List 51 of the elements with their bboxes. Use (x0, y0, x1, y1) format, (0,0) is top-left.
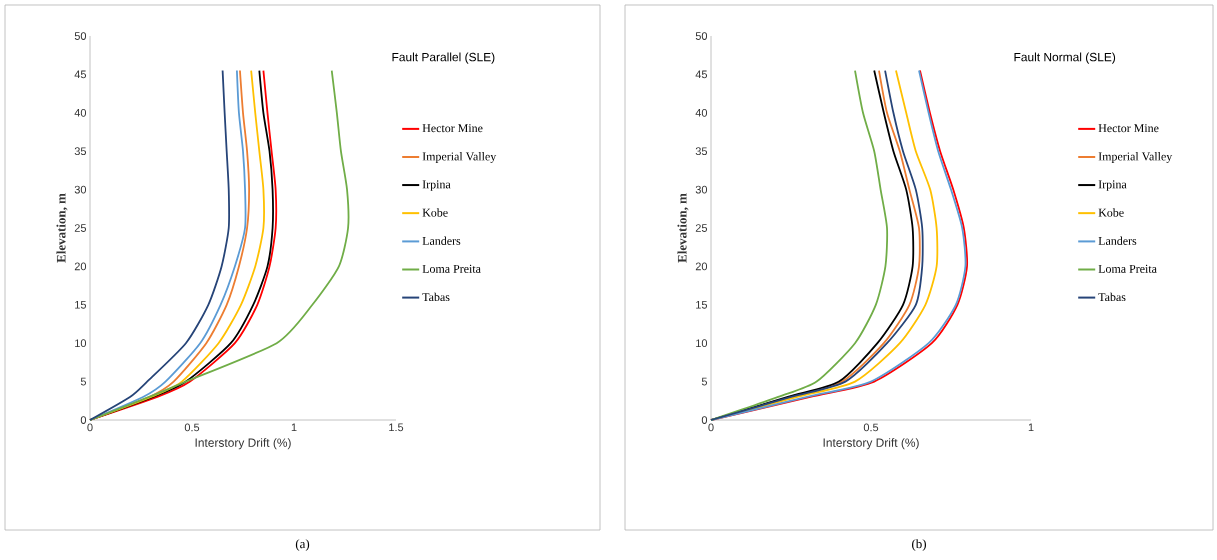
y-tick-label: 5 (80, 377, 87, 386)
text: Fault Parallel (SLE) (392, 52, 495, 64)
y-tick-label: 5 (701, 377, 708, 386)
legend-label: Tabas (422, 292, 450, 302)
x-tick-label: 1.5 (389, 423, 404, 432)
y-tick-label: 35 (695, 147, 708, 156)
legend-label: Tabas (1098, 292, 1126, 302)
legend-label: Landers (422, 236, 461, 245)
y-tick-label: 40 (695, 108, 708, 117)
y-tick-label: 40 (74, 108, 87, 117)
y-tick-label: 30 (74, 185, 87, 194)
y-tick-label: 10 (696, 339, 708, 348)
y-tick-label: 25 (74, 224, 87, 232)
y-tick-label: 15 (696, 300, 708, 309)
legend-label: Imperial Valley (1098, 152, 1173, 163)
legend-label: Hector Mine (422, 124, 483, 133)
y-tick-label: 45 (695, 70, 708, 79)
x-tick-label: 1 (1028, 423, 1034, 432)
y-tick-label: 20 (74, 262, 87, 271)
y-tick-label: 10 (75, 339, 87, 348)
x-tick-label: 1 (291, 423, 297, 432)
y-tick-label: 0 (701, 416, 708, 424)
x-tick-label: 0 (87, 423, 93, 432)
y-tick-label: 30 (695, 185, 708, 194)
x-tick-label: 0 (708, 423, 714, 432)
y-axis-title: Elevation, m (56, 193, 68, 263)
y-tick-label: 50 (74, 32, 87, 40)
legend-label: Kobe (422, 208, 448, 217)
x-axis-title: Interstory Drift (%) (823, 438, 919, 450)
legend-label: Irpina (422, 180, 451, 191)
y-tick-label: 25 (695, 224, 708, 232)
y-tick-label: 50 (695, 32, 708, 40)
y-tick-label: 45 (74, 70, 87, 79)
legend-label: Landers (1098, 236, 1137, 245)
text: Fault Normal (SLE) (1014, 52, 1116, 64)
legend-label: Irpina (1098, 180, 1127, 191)
y-axis-title: Elevation, m (677, 193, 689, 263)
legend-label: Hector Mine (1098, 124, 1159, 133)
y-tick-label: 20 (695, 262, 708, 271)
legend-label: Loma Preita (1098, 264, 1157, 273)
x-tick-label: 0.5 (184, 423, 200, 432)
text: (b) (912, 539, 926, 551)
y-tick-label: 35 (74, 147, 87, 156)
y-tick-label: 0 (80, 416, 87, 424)
legend-label: Imperial Valley (422, 152, 497, 163)
y-tick-label: 15 (75, 300, 87, 309)
x-axis-title: Interstory Drift (%) (195, 438, 291, 450)
legend-label: Loma Preita (422, 264, 481, 273)
x-tick-label: 0.5 (863, 423, 879, 432)
text: (a) (295, 539, 310, 551)
legend-label: Kobe (1098, 208, 1124, 217)
